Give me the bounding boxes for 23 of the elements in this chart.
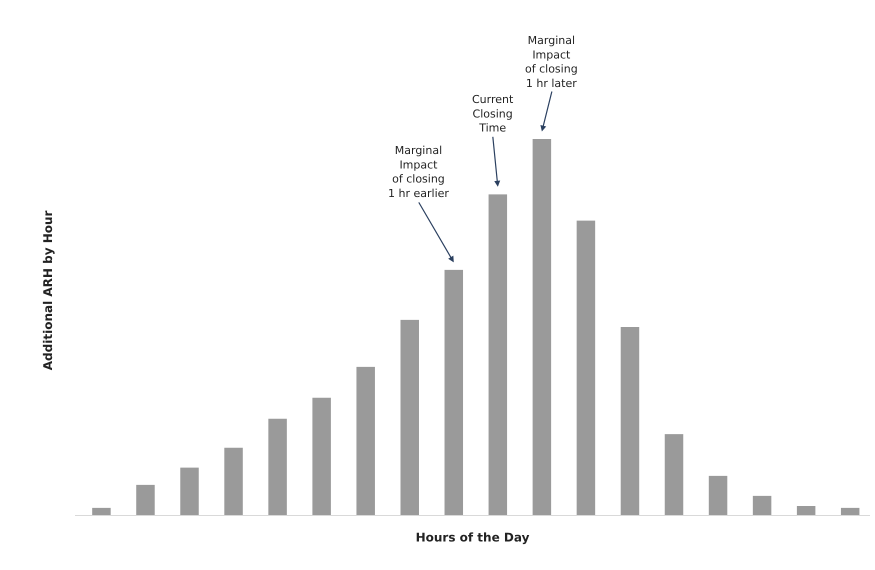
bar	[224, 448, 243, 515]
bar	[576, 220, 596, 515]
text: Marginal Impact of closing 1 hr later	[525, 34, 578, 90]
bar	[752, 496, 772, 515]
bar	[356, 366, 375, 515]
bar	[92, 508, 111, 515]
bar	[620, 327, 640, 515]
bar	[444, 270, 464, 515]
x-axis-title: Hours of the Day	[416, 530, 530, 544]
bar	[708, 476, 728, 515]
bar	[488, 194, 508, 515]
bar	[840, 508, 860, 515]
text: Current Closing Time	[472, 93, 514, 135]
annotation: Marginal Impact of closing 1 hr earlier	[388, 144, 450, 200]
bar	[400, 320, 419, 515]
bar	[532, 139, 552, 515]
bar	[268, 418, 287, 515]
bar	[180, 468, 199, 515]
bar	[312, 398, 331, 515]
bar	[664, 434, 684, 515]
bar	[796, 506, 816, 515]
bar	[136, 484, 155, 515]
y-axis-title: Additional ARH by Hour	[41, 210, 56, 370]
